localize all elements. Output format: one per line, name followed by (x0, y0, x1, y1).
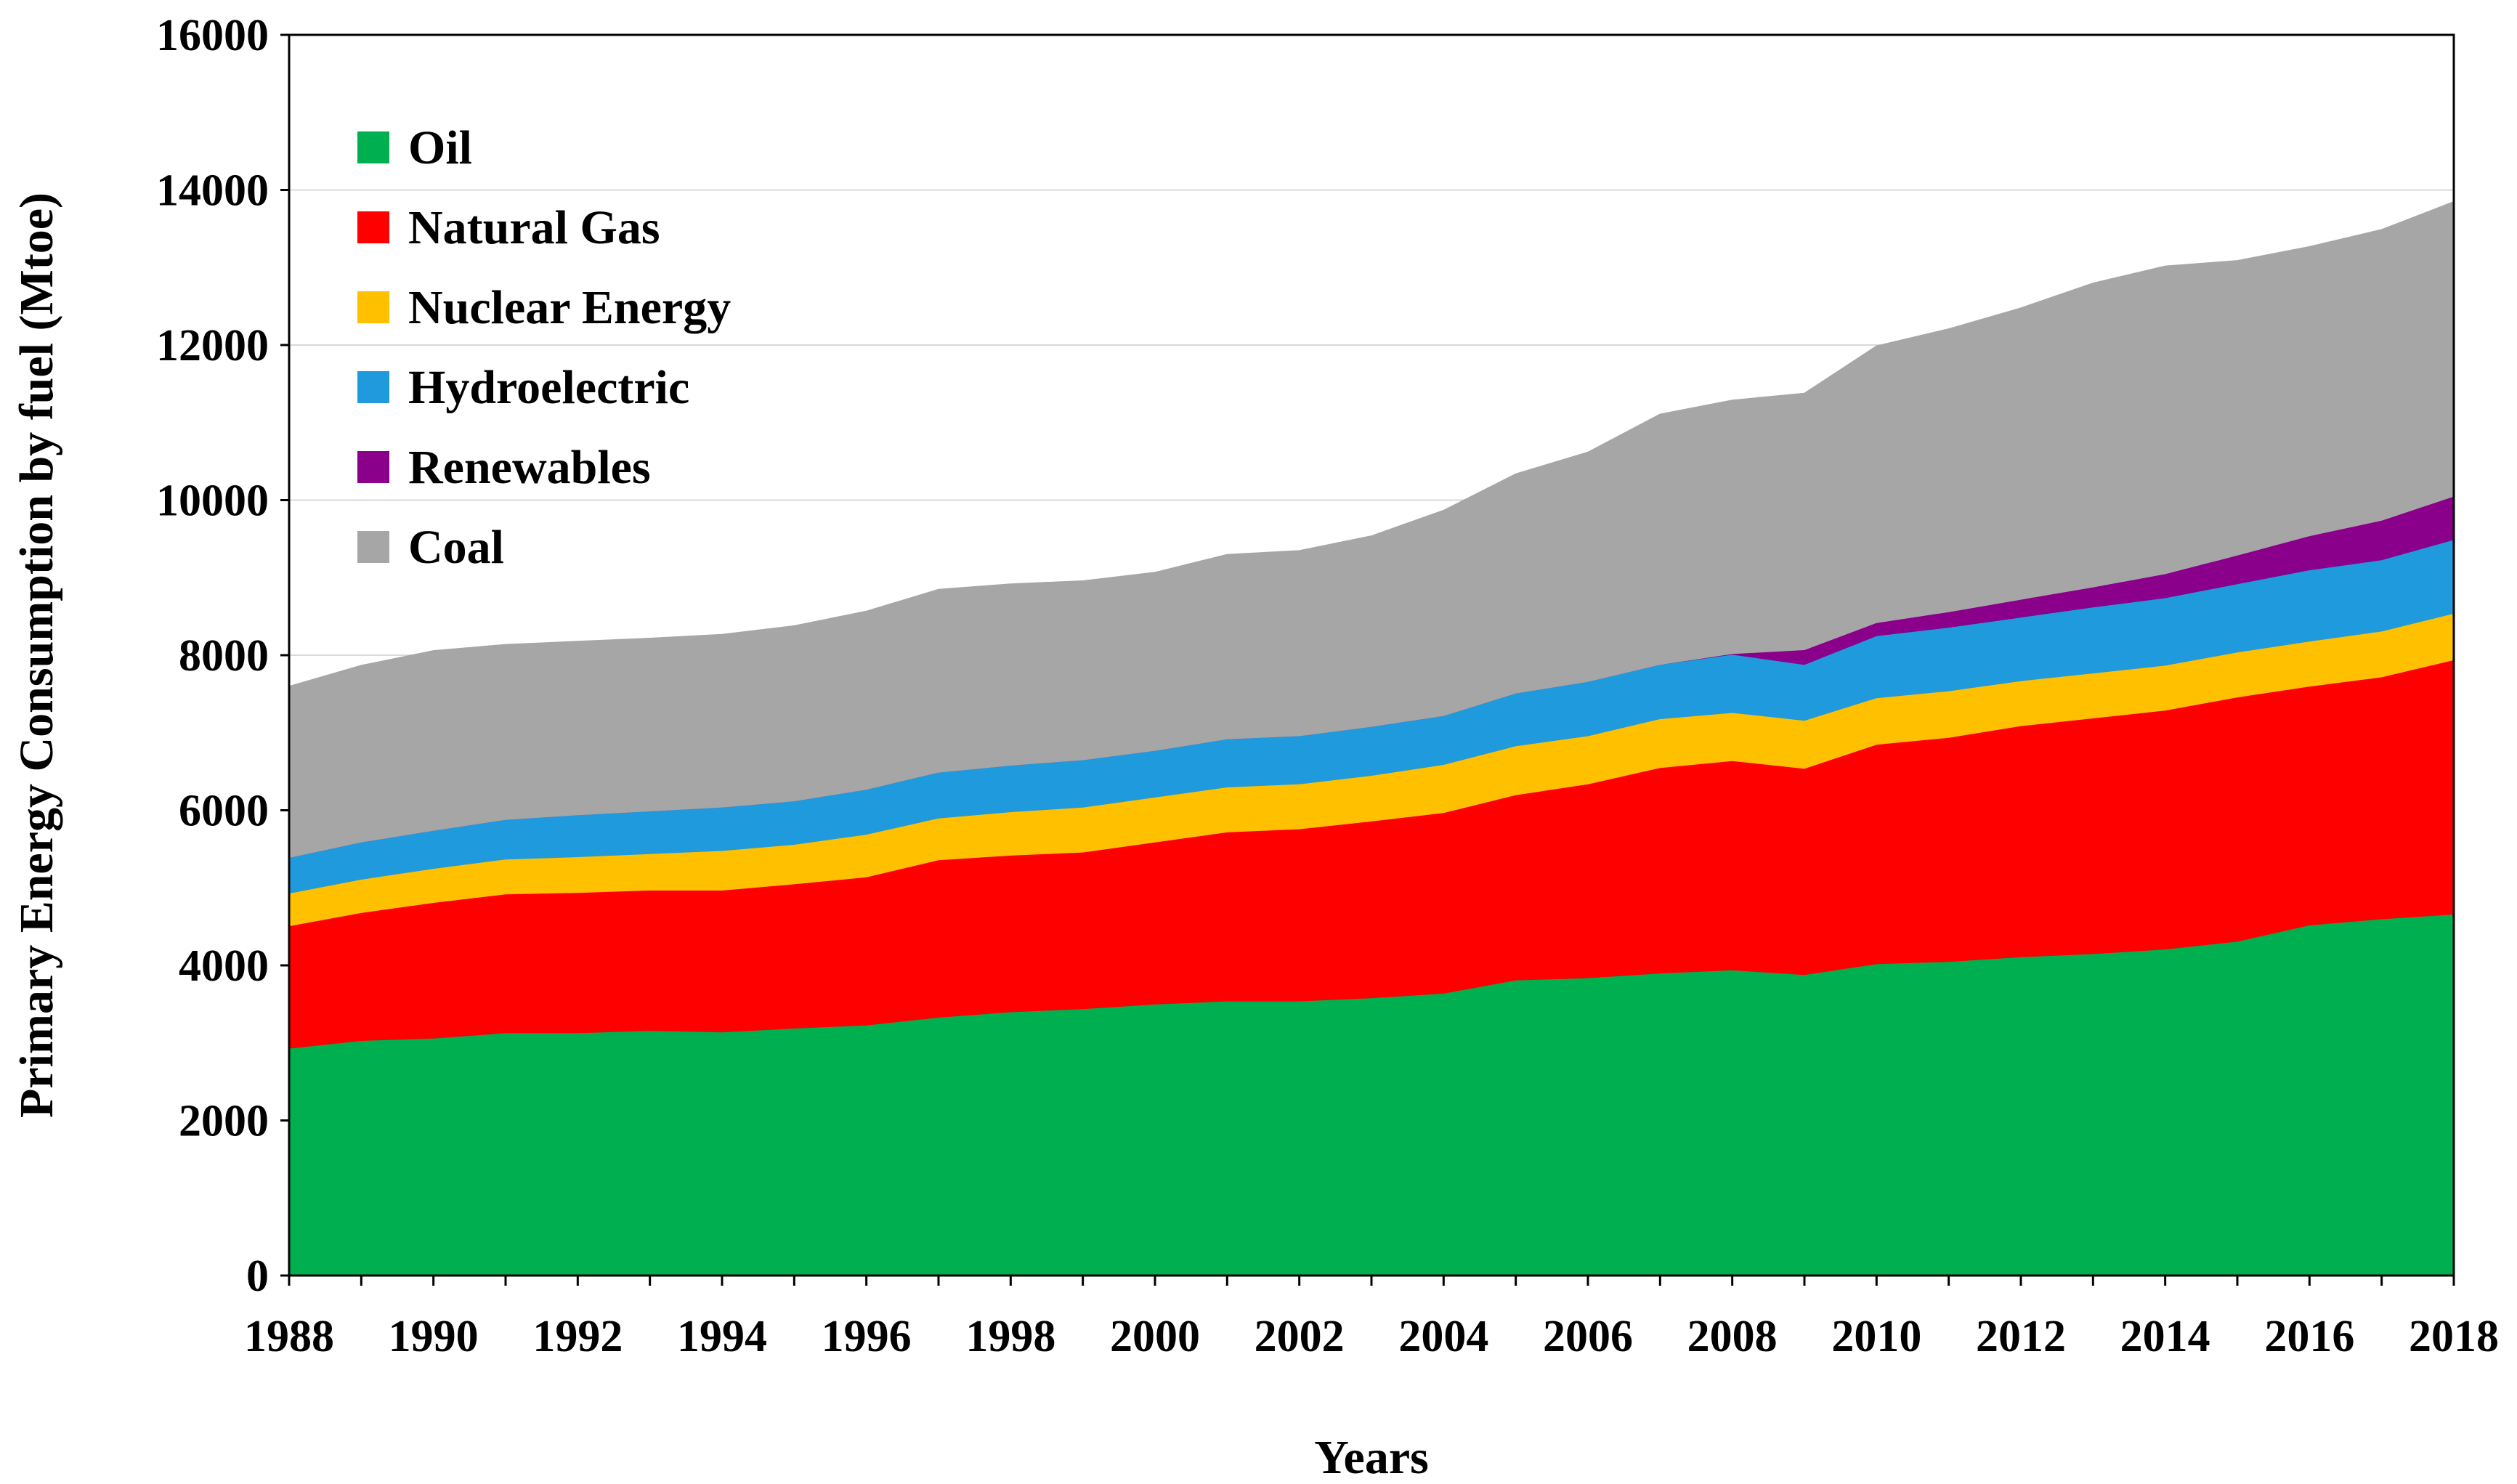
legend-label: Natural Gas (408, 201, 660, 254)
legend-swatch-renewables (357, 451, 389, 483)
x-tick-label: 2012 (1976, 1312, 2066, 1361)
legend-label: Nuclear Energy (408, 281, 731, 334)
y-tick-label: 16000 (156, 11, 269, 60)
axis-ticks: 0 2000 4000 6000 8000 10000 12000 14000 16000 198… (156, 11, 2499, 1361)
legend-swatch-hydroelectric (357, 371, 389, 403)
x-tick-label: 2000 (1110, 1312, 1200, 1361)
x-tick-label: 1994 (677, 1312, 767, 1361)
y-tick-label: 12000 (156, 321, 269, 370)
x-tick-label: 1988 (244, 1312, 334, 1361)
x-tick-label: 1998 (965, 1312, 1055, 1361)
x-tick-label: 2018 (2409, 1312, 2499, 1361)
legend-swatch-oil (357, 131, 389, 163)
legend-swatch-coal (357, 531, 389, 563)
y-tick-label: 6000 (179, 787, 269, 836)
area-series-layer (288, 200, 2455, 1276)
y-tick-label: 0 (246, 1252, 269, 1301)
x-tick-label: 2014 (2120, 1312, 2210, 1361)
x-tick-label: 2006 (1543, 1312, 1633, 1361)
legend-label: Oil (408, 121, 472, 174)
legend-label: Coal (408, 521, 504, 574)
x-tick-label: 2010 (1831, 1312, 1921, 1361)
x-tick-label: 1992 (532, 1312, 623, 1361)
x-tick-label: 2016 (2264, 1312, 2354, 1361)
y-tick-label: 10000 (156, 477, 269, 526)
legend-swatch-nuclear-energy (357, 291, 389, 323)
legend: Oil Natural Gas Nuclear Energy Hydroelectri… (357, 121, 731, 574)
y-axis-title: Primary Energy Consumption by fuel (Mtoe… (10, 192, 63, 1118)
x-tick-label: 2004 (1398, 1312, 1488, 1361)
x-axis-title: Years (1314, 1431, 1429, 1484)
y-tick-label: 4000 (179, 941, 269, 991)
x-tick-label: 1996 (822, 1312, 912, 1361)
x-tick-label: 2008 (1687, 1312, 1778, 1361)
x-tick-label: 1990 (389, 1312, 479, 1361)
x-tick-label: 2002 (1255, 1312, 1345, 1361)
legend-label: Renewables (408, 441, 651, 494)
y-tick-label: 8000 (179, 631, 269, 681)
legend-swatch-natural-gas (357, 211, 389, 243)
y-tick-label: 2000 (179, 1097, 269, 1146)
legend-label: Hydroelectric (408, 361, 689, 414)
y-tick-label: 14000 (156, 166, 269, 216)
